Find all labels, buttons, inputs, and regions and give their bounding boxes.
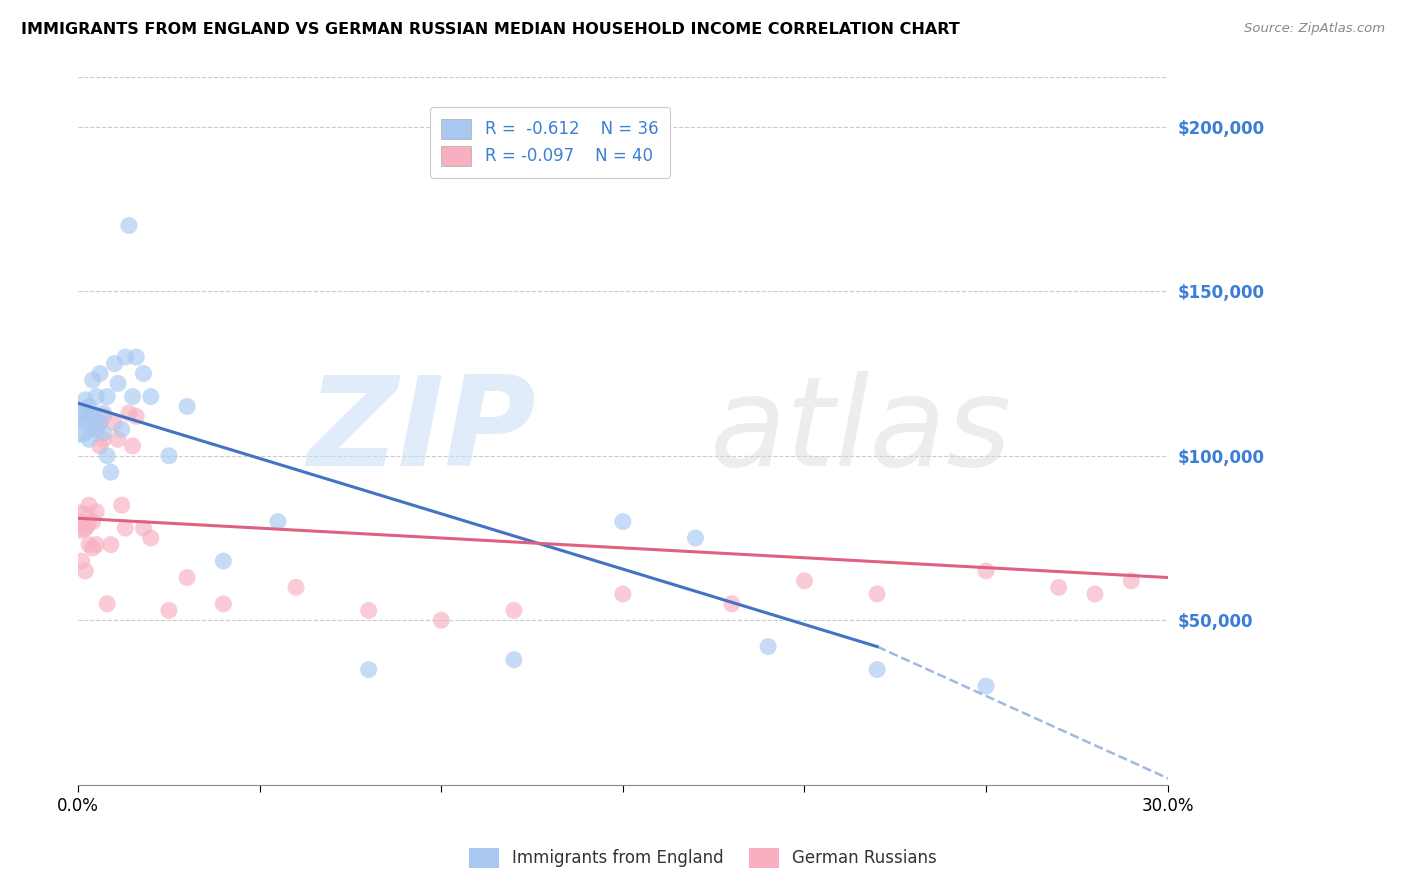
Point	[176, 570, 198, 584]
Point	[157, 603, 180, 617]
Point	[77, 400, 100, 414]
Point	[121, 439, 143, 453]
Point	[70, 515, 93, 529]
Point	[111, 422, 134, 436]
Legend: Immigrants from England, German Russians: Immigrants from England, German Russians	[463, 841, 943, 875]
Point	[357, 663, 380, 677]
Point	[267, 515, 290, 529]
Point	[82, 515, 104, 529]
Point	[866, 663, 889, 677]
Point	[77, 538, 100, 552]
Point	[1047, 580, 1070, 594]
Point	[139, 390, 162, 404]
Point	[93, 409, 115, 424]
Point	[75, 564, 97, 578]
Point	[612, 515, 634, 529]
Point	[125, 350, 148, 364]
Point	[84, 538, 107, 552]
Point	[503, 653, 526, 667]
Point	[89, 439, 111, 453]
Point	[756, 640, 779, 654]
Point	[430, 613, 453, 627]
Point	[132, 367, 155, 381]
Point	[118, 219, 141, 233]
Point	[139, 531, 162, 545]
Point	[77, 498, 100, 512]
Point	[75, 416, 97, 430]
Point	[84, 390, 107, 404]
Legend: R =  -0.612    N = 36, R = -0.097    N = 40: R = -0.612 N = 36, R = -0.097 N = 40	[430, 107, 669, 178]
Point	[89, 416, 111, 430]
Point	[84, 505, 107, 519]
Point	[1121, 574, 1143, 588]
Point	[84, 422, 107, 436]
Text: IMMIGRANTS FROM ENGLAND VS GERMAN RUSSIAN MEDIAN HOUSEHOLD INCOME CORRELATION CH: IMMIGRANTS FROM ENGLAND VS GERMAN RUSSIA…	[21, 22, 960, 37]
Point	[107, 433, 129, 447]
Point	[103, 416, 125, 430]
Point	[720, 597, 742, 611]
Point	[93, 425, 115, 440]
Point	[70, 406, 93, 420]
Point	[121, 390, 143, 404]
Point	[114, 521, 136, 535]
Point	[114, 350, 136, 364]
Point	[285, 580, 308, 594]
Point	[212, 554, 235, 568]
Point	[118, 406, 141, 420]
Point	[82, 409, 104, 424]
Point	[974, 679, 997, 693]
Point	[357, 603, 380, 617]
Point	[93, 433, 115, 447]
Text: atlas: atlas	[710, 370, 1012, 491]
Point	[69, 416, 91, 430]
Point	[107, 376, 129, 391]
Point	[100, 538, 122, 552]
Text: Source: ZipAtlas.com: Source: ZipAtlas.com	[1244, 22, 1385, 36]
Point	[866, 587, 889, 601]
Point	[132, 521, 155, 535]
Point	[93, 406, 115, 420]
Point	[96, 449, 118, 463]
Point	[111, 498, 134, 512]
Point	[103, 357, 125, 371]
Point	[82, 541, 104, 555]
Point	[157, 449, 180, 463]
Text: ZIP: ZIP	[307, 370, 536, 491]
Point	[89, 367, 111, 381]
Point	[100, 465, 122, 479]
Point	[176, 400, 198, 414]
Point	[974, 564, 997, 578]
Point	[612, 587, 634, 601]
Point	[793, 574, 815, 588]
Point	[70, 554, 93, 568]
Point	[685, 531, 707, 545]
Point	[75, 392, 97, 407]
Point	[89, 416, 111, 430]
Point	[212, 597, 235, 611]
Point	[69, 515, 91, 529]
Point	[503, 603, 526, 617]
Point	[82, 373, 104, 387]
Point	[125, 409, 148, 424]
Point	[96, 390, 118, 404]
Point	[75, 521, 97, 535]
Point	[1084, 587, 1107, 601]
Point	[77, 433, 100, 447]
Point	[96, 597, 118, 611]
